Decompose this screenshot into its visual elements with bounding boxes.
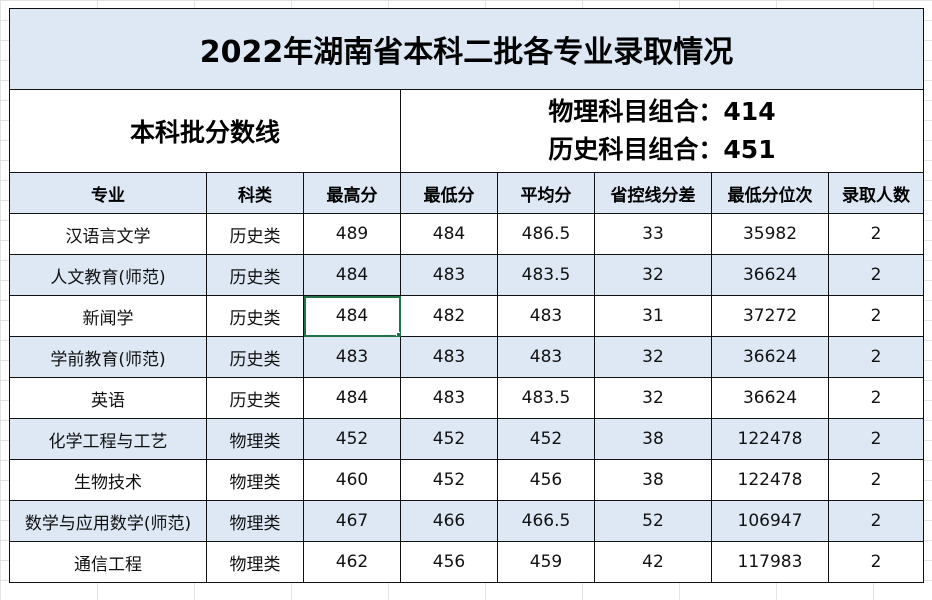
cell-min-score[interactable]: 484 bbox=[400, 213, 498, 255]
header-max-score[interactable]: 最高分 bbox=[303, 172, 401, 214]
header-min-rank[interactable]: 最低分位次 bbox=[711, 172, 829, 214]
cell-min-rank[interactable]: 36624 bbox=[711, 336, 829, 378]
cell-max-score[interactable]: 462 bbox=[303, 541, 401, 583]
cell-avg-score[interactable]: 456 bbox=[497, 459, 595, 501]
header-admitted[interactable]: 录取人数 bbox=[828, 172, 924, 214]
cell-min-rank[interactable]: 35982 bbox=[711, 213, 829, 255]
cell-max-score[interactable]: 483 bbox=[303, 336, 401, 378]
header-line-diff[interactable]: 省控线分差 bbox=[594, 172, 712, 214]
cell-max-score[interactable]: 484 bbox=[303, 377, 401, 419]
physics-line: 物理科目组合：414 bbox=[548, 97, 776, 126]
cell-admitted[interactable]: 2 bbox=[828, 295, 924, 337]
cell-line-diff[interactable]: 42 bbox=[594, 541, 712, 583]
cell-avg-score[interactable]: 466.5 bbox=[497, 500, 595, 542]
cell-major[interactable]: 学前教育(师范) bbox=[9, 336, 207, 378]
table-row: 通信工程 物理类 462 456 459 42 117983 2 bbox=[9, 541, 924, 583]
cell-major[interactable]: 人文教育(师范) bbox=[9, 254, 207, 296]
table-row: 化学工程与工艺 物理类 452 452 452 38 122478 2 bbox=[9, 418, 924, 460]
cell-avg-score[interactable]: 483 bbox=[497, 336, 595, 378]
cell-line-diff[interactable]: 38 bbox=[594, 459, 712, 501]
cell-major[interactable]: 通信工程 bbox=[9, 541, 207, 583]
cell-admitted[interactable]: 2 bbox=[828, 254, 924, 296]
cell-line-diff[interactable]: 32 bbox=[594, 254, 712, 296]
cell-min-score[interactable]: 483 bbox=[400, 336, 498, 378]
cell-line-diff[interactable]: 33 bbox=[594, 213, 712, 255]
cell-min-rank[interactable]: 117983 bbox=[711, 541, 829, 583]
cell-line-diff[interactable]: 31 bbox=[594, 295, 712, 337]
cell-category[interactable]: 物理类 bbox=[206, 541, 304, 583]
cell-avg-score[interactable]: 452 bbox=[497, 418, 595, 460]
cell-line-diff[interactable]: 32 bbox=[594, 377, 712, 419]
cell-admitted[interactable]: 2 bbox=[828, 336, 924, 378]
cell-line-diff[interactable]: 32 bbox=[594, 336, 712, 378]
cell-category[interactable]: 历史类 bbox=[206, 254, 304, 296]
fill-handle[interactable] bbox=[396, 332, 400, 336]
cell-line-diff[interactable]: 52 bbox=[594, 500, 712, 542]
cell-max-score-value: 484 bbox=[335, 306, 369, 326]
table-row: 人文教育(师范) 历史类 484 483 483.5 32 36624 2 bbox=[9, 254, 924, 296]
cell-admitted[interactable]: 2 bbox=[828, 377, 924, 419]
cell-category[interactable]: 历史类 bbox=[206, 336, 304, 378]
cell-major[interactable]: 英语 bbox=[9, 377, 207, 419]
header-row: 专业 科类 最高分 最低分 平均分 省控线分差 最低分位次 录取人数 bbox=[9, 172, 924, 214]
cell-avg-score[interactable]: 483 bbox=[497, 295, 595, 337]
header-major[interactable]: 专业 bbox=[9, 172, 207, 214]
cell-category[interactable]: 历史类 bbox=[206, 377, 304, 419]
table-row: 数学与应用数学(师范) 物理类 467 466 466.5 52 106947 … bbox=[9, 500, 924, 542]
cell-avg-score[interactable]: 459 bbox=[497, 541, 595, 583]
cell-category[interactable]: 物理类 bbox=[206, 418, 304, 460]
batch-line-values[interactable]: 物理科目组合：414 历史科目组合：451 bbox=[400, 89, 924, 173]
cell-category[interactable]: 历史类 bbox=[206, 295, 304, 337]
cell-admitted[interactable]: 2 bbox=[828, 500, 924, 542]
cell-category[interactable]: 物理类 bbox=[206, 500, 304, 542]
cell-min-rank[interactable]: 122478 bbox=[711, 459, 829, 501]
cell-major[interactable]: 新闻学 bbox=[9, 295, 207, 337]
cell-avg-score[interactable]: 483.5 bbox=[497, 377, 595, 419]
cell-min-score[interactable]: 483 bbox=[400, 254, 498, 296]
page-title[interactable]: 2022年湖南省本科二批各专业录取情况 bbox=[9, 8, 924, 90]
cell-major[interactable]: 数学与应用数学(师范) bbox=[9, 500, 207, 542]
cell-admitted[interactable]: 2 bbox=[828, 541, 924, 583]
cell-min-rank[interactable]: 36624 bbox=[711, 254, 829, 296]
cell-category[interactable]: 历史类 bbox=[206, 213, 304, 255]
cell-max-score-selected[interactable]: 484 bbox=[303, 295, 401, 337]
batch-line-label[interactable]: 本科批分数线 bbox=[9, 89, 401, 173]
cell-min-score[interactable]: 452 bbox=[400, 418, 498, 460]
cell-max-score[interactable]: 467 bbox=[303, 500, 401, 542]
cell-avg-score[interactable]: 483.5 bbox=[497, 254, 595, 296]
cell-line-diff[interactable]: 38 bbox=[594, 418, 712, 460]
cell-min-rank[interactable]: 106947 bbox=[711, 500, 829, 542]
table-row: 英语 历史类 484 483 483.5 32 36624 2 bbox=[9, 377, 924, 419]
cell-admitted[interactable]: 2 bbox=[828, 213, 924, 255]
cell-avg-score[interactable]: 486.5 bbox=[497, 213, 595, 255]
admission-table-frame: 2022年湖南省本科二批各专业录取情况 本科批分数线 物理科目组合：414 历史… bbox=[9, 8, 924, 583]
cell-min-score[interactable]: 483 bbox=[400, 377, 498, 419]
cell-min-score[interactable]: 482 bbox=[400, 295, 498, 337]
cell-admitted[interactable]: 2 bbox=[828, 418, 924, 460]
cell-category[interactable]: 物理类 bbox=[206, 459, 304, 501]
cell-major[interactable]: 化学工程与工艺 bbox=[9, 418, 207, 460]
header-avg-score[interactable]: 平均分 bbox=[497, 172, 595, 214]
cell-min-rank[interactable]: 122478 bbox=[711, 418, 829, 460]
cell-major[interactable]: 汉语言文学 bbox=[9, 213, 207, 255]
cell-admitted[interactable]: 2 bbox=[828, 459, 924, 501]
table-row: 学前教育(师范) 历史类 483 483 483 32 36624 2 bbox=[9, 336, 924, 378]
cell-min-score[interactable]: 452 bbox=[400, 459, 498, 501]
table-row: 汉语言文学 历史类 489 484 486.5 33 35982 2 bbox=[9, 213, 924, 255]
cell-min-score[interactable]: 456 bbox=[400, 541, 498, 583]
cell-max-score[interactable]: 460 bbox=[303, 459, 401, 501]
cell-min-rank[interactable]: 36624 bbox=[711, 377, 829, 419]
cell-min-score[interactable]: 466 bbox=[400, 500, 498, 542]
cell-max-score[interactable]: 452 bbox=[303, 418, 401, 460]
header-category[interactable]: 科类 bbox=[206, 172, 304, 214]
history-line: 历史科目组合：451 bbox=[548, 135, 776, 164]
cell-major[interactable]: 生物技术 bbox=[9, 459, 207, 501]
cell-max-score[interactable]: 489 bbox=[303, 213, 401, 255]
cell-max-score[interactable]: 484 bbox=[303, 254, 401, 296]
header-min-score[interactable]: 最低分 bbox=[400, 172, 498, 214]
cell-min-rank[interactable]: 37272 bbox=[711, 295, 829, 337]
admission-table: 2022年湖南省本科二批各专业录取情况 本科批分数线 物理科目组合：414 历史… bbox=[9, 8, 924, 583]
table-row: 新闻学 历史类 484 482 483 31 37272 2 bbox=[9, 295, 924, 337]
table-row: 生物技术 物理类 460 452 456 38 122478 2 bbox=[9, 459, 924, 501]
